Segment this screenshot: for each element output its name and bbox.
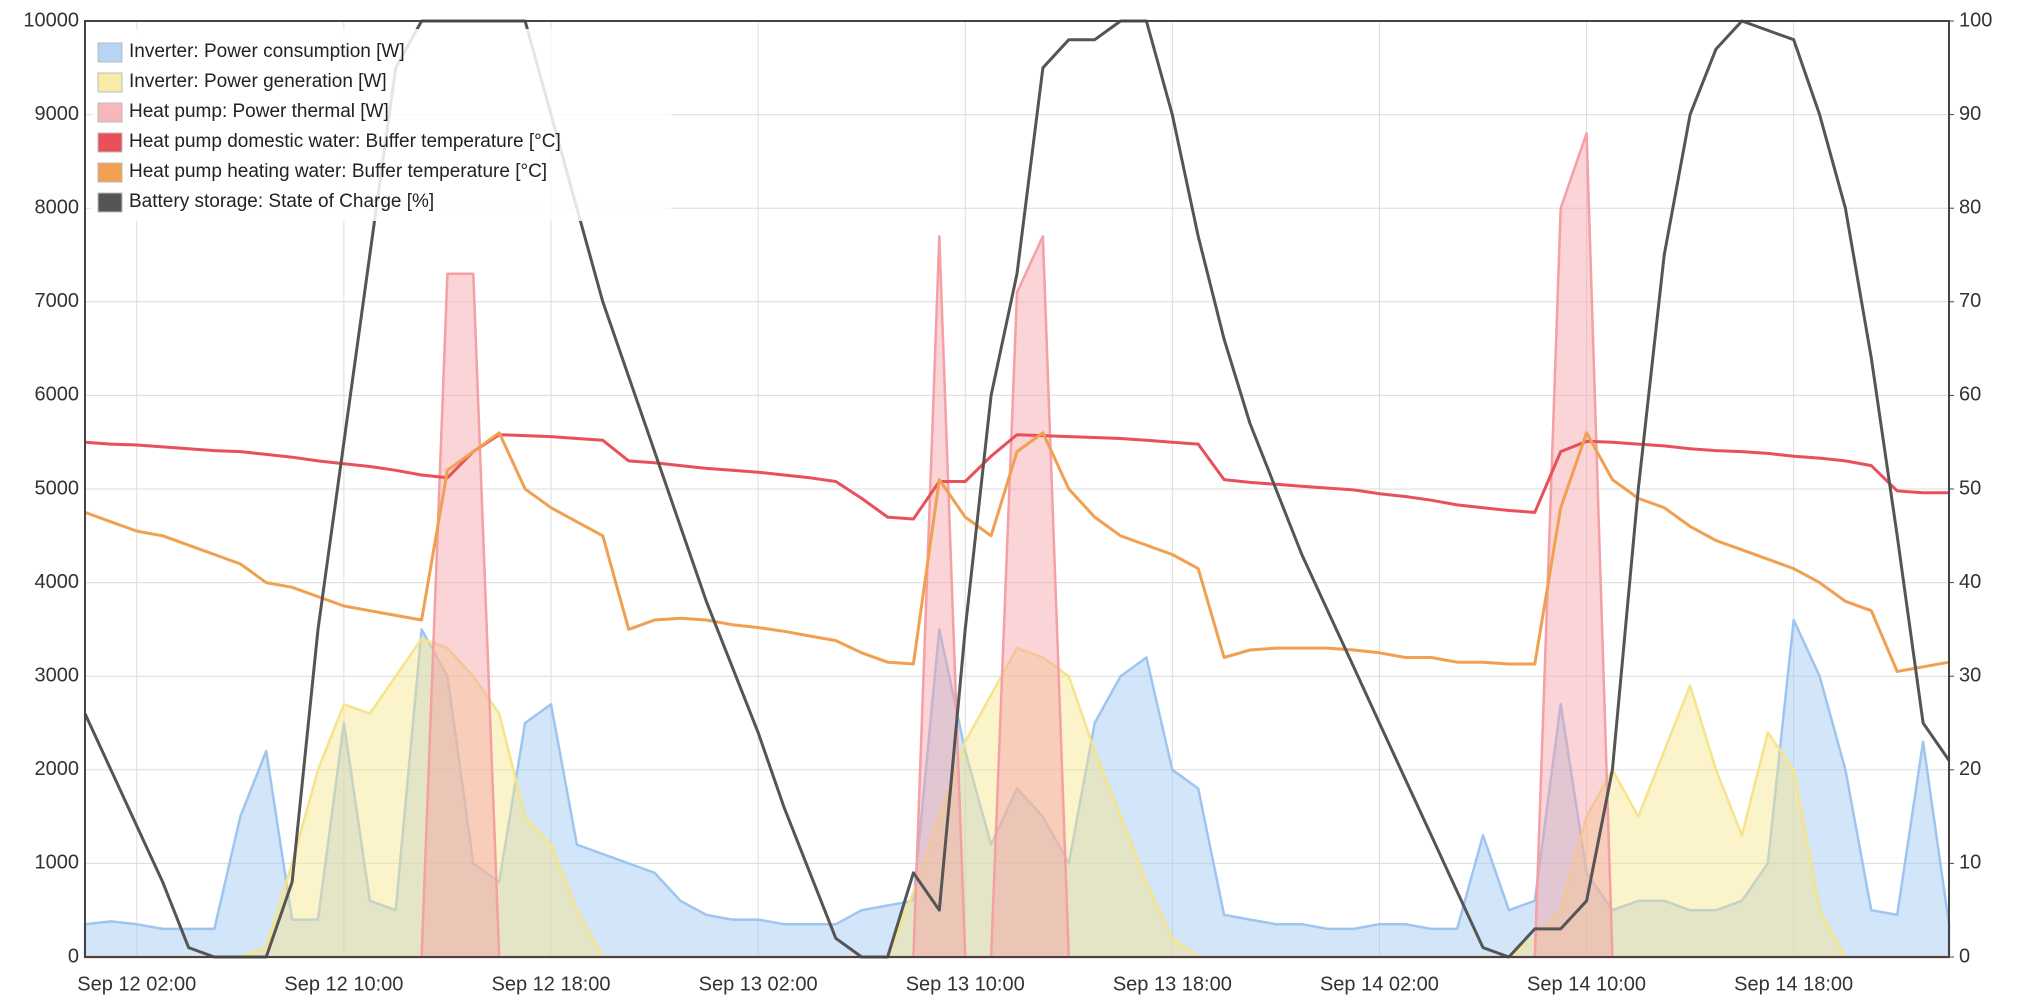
legend-swatch	[97, 102, 123, 123]
legend-swatch	[97, 162, 123, 183]
legend-label: Inverter: Power consumption [W]	[129, 41, 405, 62]
legend-label: Heat pump: Power thermal [W]	[129, 101, 389, 122]
y2-tick-label: 100	[1959, 9, 1992, 31]
y-tick-label: 9000	[35, 103, 80, 125]
area-series	[83, 618, 1951, 959]
line-series	[84, 433, 1949, 521]
legend-background	[91, 29, 671, 221]
y-tick-label: 1000	[35, 852, 80, 874]
y2-tick-label: 20	[1959, 758, 1981, 780]
y-tick-label: 2000	[35, 758, 80, 780]
y2-tick-label: 10	[1959, 852, 1981, 874]
legend-swatch	[97, 132, 123, 153]
y-tick-label: 3000	[35, 664, 80, 686]
x-tick-label: Sep 14 02:00	[1320, 973, 1439, 995]
x-tick-label: Sep 12 10:00	[284, 973, 403, 995]
y-tick-label: 8000	[35, 196, 80, 218]
legend-swatch	[97, 72, 123, 93]
legend-label: Inverter: Power generation [W]	[129, 71, 387, 92]
legend-label: Heat pump heating water: Buffer temperat…	[129, 161, 547, 182]
area-series	[83, 637, 1951, 959]
legend-swatch	[97, 192, 123, 213]
x-tick-label: Sep 13 18:00	[1113, 973, 1232, 995]
x-tick-label: Sep 13 10:00	[906, 973, 1025, 995]
plot-frame	[84, 20, 1950, 958]
y-tick-label: 4000	[35, 571, 80, 593]
x-tick-label: Sep 14 18:00	[1734, 973, 1853, 995]
y-tick-label: 0	[68, 945, 79, 967]
y2-tick-label: 80	[1959, 196, 1981, 218]
y-tick-label: 7000	[35, 290, 80, 312]
x-tick-label: Sep 12 18:00	[492, 973, 611, 995]
legend: Inverter: Power consumption [W] Inverter:…	[91, 29, 671, 221]
y-tick-label: 10000	[23, 9, 79, 31]
y2-tick-label: 90	[1959, 103, 1981, 125]
x-tick-label: Sep 12 02:00	[77, 973, 196, 995]
y2-tick-label: 50	[1959, 477, 1981, 499]
y2-tick-label: 40	[1959, 571, 1981, 593]
y2-tick-label: 60	[1959, 384, 1981, 406]
y2-tick-label: 0	[1959, 945, 1970, 967]
x-tick-label: Sep 14 10:00	[1527, 973, 1646, 995]
y-tick-label: 5000	[35, 477, 80, 499]
y2-tick-label: 70	[1959, 290, 1981, 312]
x-tick-label: Sep 13 02:00	[699, 973, 818, 995]
legend-label: Battery storage: State of Charge [%]	[129, 191, 434, 212]
legend-label: Heat pump domestic water: Buffer tempera…	[129, 131, 561, 152]
legend-swatch	[97, 42, 123, 63]
y-tick-label: 6000	[35, 384, 80, 406]
y2-tick-label: 30	[1959, 664, 1981, 686]
